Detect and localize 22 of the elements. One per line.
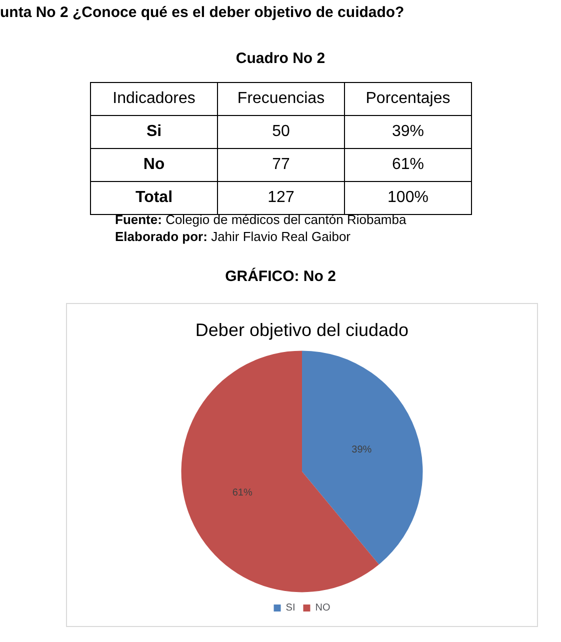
category-label: No (143, 156, 165, 173)
data-label: 39% (352, 444, 372, 456)
category-label: Total (135, 189, 173, 206)
text: Cuadro No 2 (234, 50, 326, 67)
text: 100% (388, 189, 428, 206)
legend-label: NO (315, 602, 330, 614)
text: 39% (392, 123, 424, 140)
legend-label: SI (286, 602, 296, 614)
text: 50 (272, 123, 290, 140)
text: unta No 2 ¿Conoce qué es el deber objetivo de cuidado? (0, 4, 404, 21)
text: 127 (268, 189, 294, 206)
category-label: Indicadores (90, 82, 218, 116)
text: Elaborado por: Jahir Flavio Real Gaibor (115, 229, 351, 244)
data-label: 61% (232, 487, 252, 498)
category-label: Porcentajes (344, 82, 472, 116)
category-label: Frecuencias (218, 82, 344, 116)
text: 77 (272, 156, 290, 173)
text: GRÁFICO: No 2 (224, 268, 337, 285)
source-note: Fuente: Colegio de médicos del cantón Riobamba (115, 212, 406, 227)
text: 61% (392, 156, 424, 173)
category-label: Si (146, 123, 162, 140)
chart-title: Deber objetivo del ciudado (195, 320, 409, 340)
